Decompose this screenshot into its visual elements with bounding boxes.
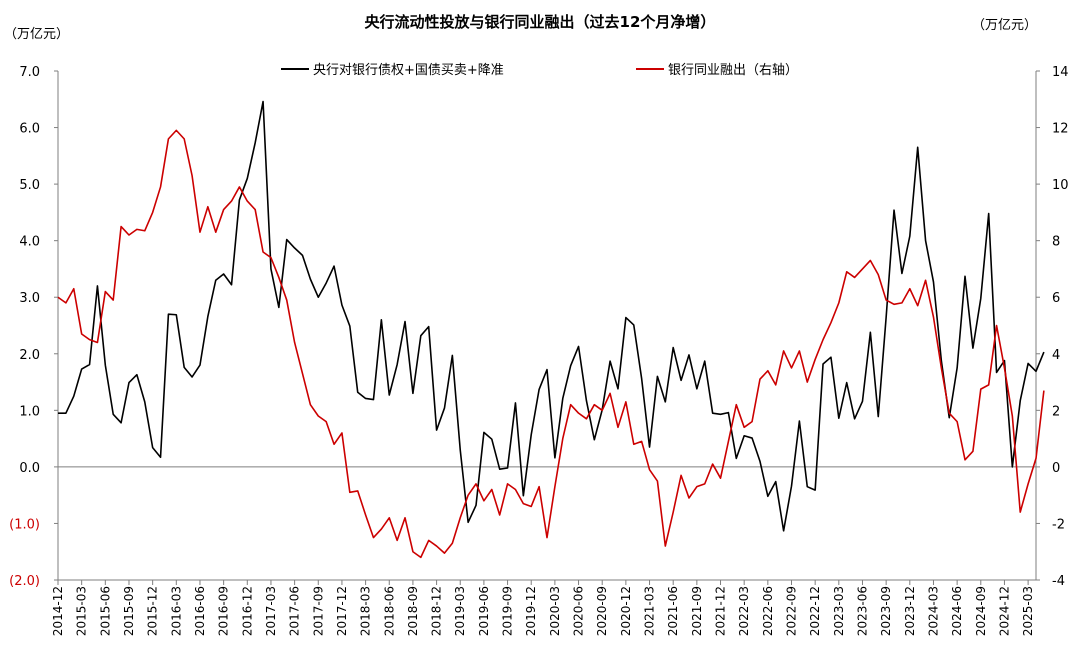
x-tick-label: 2022-06 [761,586,775,636]
x-tick-label: 2021-12 [714,586,728,636]
x-tick-label: 2022-12 [808,586,822,636]
x-tick-label: 2015-03 [75,586,89,636]
right-tick-label: 2 [1052,404,1060,419]
right-axis-unit: （万亿元） [972,18,1037,33]
left-tick-label: 3.0 [19,291,40,306]
legend-label: 银行同业融出（右轴） [668,63,798,78]
x-tick-label: 2022-09 [785,586,799,636]
x-tick-label: 2017-09 [311,586,325,636]
series-layer [57,100,1045,559]
x-tick-label: 2021-09 [690,586,704,636]
left-tick-label: (1.0) [9,517,40,532]
x-tick-label: 2021-03 [643,586,657,636]
x-tick-label: 2017-03 [264,586,278,636]
x-tick-label: 2023-09 [879,586,893,636]
x-tick-label: 2019-09 [501,586,515,636]
x-tick-label: 2024-03 [926,586,940,636]
left-tick-label: 1.0 [19,404,40,419]
plot-area: (2.0) (1.0) 0.0 1.0 2.0 3.0 4.0 5.0 6.0 7.0 -4 -2 0 2… [9,65,1068,636]
x-tick-label: 2021-06 [666,586,680,636]
x-tick-label: 2016-06 [193,586,207,636]
legend: 央行对银行债权+国债买卖+降准 银行同业融出（右轴） [281,62,798,78]
left-tick-label: 4.0 [19,235,40,250]
left-tick-label: 5.0 [19,178,40,193]
right-tick-label: -4 [1052,574,1065,589]
x-tick-label: 2016-03 [169,586,183,636]
legend-entry-1: 央行对银行债权+国债买卖+降准 [281,62,504,78]
series-line-2 [57,129,1045,559]
x-tick-label: 2025-03 [1021,586,1035,636]
x-tick-label: 2017-12 [335,586,349,636]
right-tick-label: -2 [1052,517,1065,532]
left-axis-unit: （万亿元） [4,27,69,42]
x-tick-label: 2017-06 [288,586,302,636]
left-tick-label: 0.0 [19,461,40,476]
chart-title: 央行流动性投放与银行同业融出（过去12个月净增） [365,13,716,31]
x-tick-label: 2016-12 [240,586,254,636]
x-tick-label: 2024-12 [997,586,1011,636]
x-tick-label: 2018-09 [406,586,420,636]
right-tick-label: 0 [1052,461,1060,476]
x-tick-label: 2024-09 [974,586,988,636]
right-tick-label: 4 [1052,348,1060,363]
right-tick-label: 12 [1052,122,1069,137]
legend-entry-2: 银行同业融出（右轴） [636,63,798,78]
x-tick-label: 2020-03 [548,586,562,636]
legend-label: 央行对银行债权+国债买卖+降准 [313,62,504,78]
left-tick-label: (2.0) [9,574,40,589]
left-tick-label: 7.0 [19,65,40,80]
x-tick-label: 2018-12 [430,586,444,636]
x-tick-label: 2016-09 [217,586,231,636]
x-tick-label: 2023-03 [832,586,846,636]
right-tick-label: 14 [1052,65,1069,80]
series-line-1 [58,100,1045,532]
left-tick-label: 2.0 [19,348,40,363]
x-tick-label: 2019-12 [524,586,538,636]
x-tick-label: 2020-12 [619,586,633,636]
x-tick-label: 2020-09 [595,586,609,636]
x-tick-label: 2019-06 [477,586,491,636]
right-tick-label: 8 [1052,235,1060,250]
x-tick-label: 2020-06 [572,586,586,636]
x-tick-label: 2015-12 [146,586,160,636]
left-tick-label: 6.0 [19,122,40,137]
x-tick-label: 2023-06 [855,586,869,636]
x-tick-label: 2019-03 [453,586,467,636]
x-tick-label: 2014-12 [51,586,65,636]
right-tick-label: 6 [1052,291,1060,306]
x-tick-label: 2018-03 [359,586,373,636]
x-tick-label: 2023-12 [903,586,917,636]
x-tick-label: 2022-03 [737,586,751,636]
x-tick-label: 2015-09 [122,586,136,636]
right-tick-label: 10 [1052,178,1069,193]
x-tick-label: 2015-06 [98,586,112,636]
x-tick-label: 2018-06 [382,586,396,636]
x-tick-label: 2024-06 [950,586,964,636]
